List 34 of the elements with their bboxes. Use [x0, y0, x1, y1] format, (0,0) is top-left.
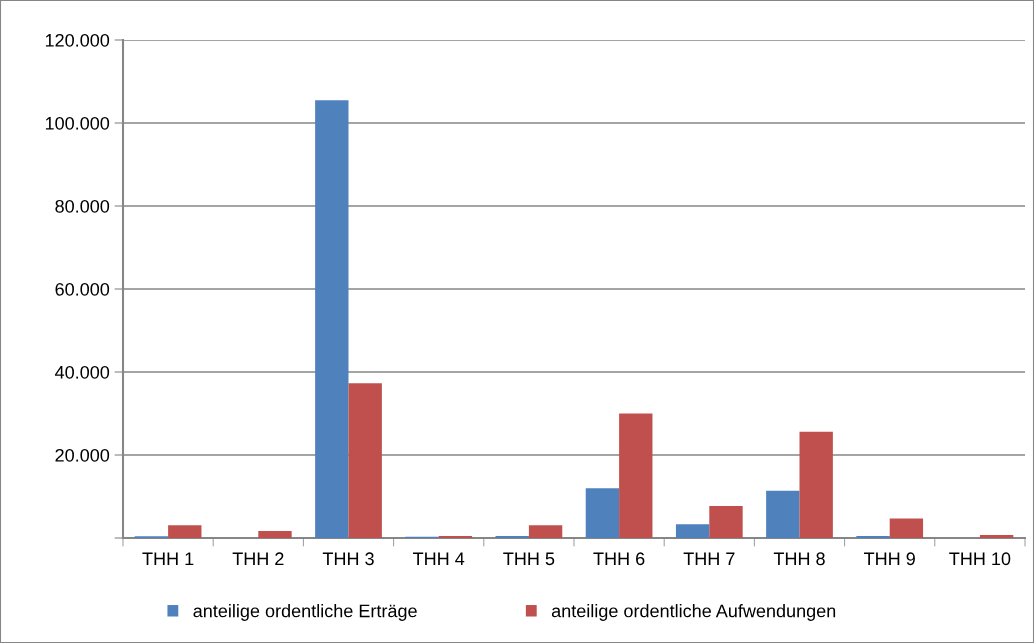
x-tick-label: THH 7: [683, 552, 735, 565]
bar: [766, 490, 800, 538]
x-tick-label: THH 6: [593, 552, 645, 566]
x-tick-label: THH 9: [864, 552, 915, 566]
bar: [585, 488, 620, 538]
y-tick-label: 100.000: [45, 116, 110, 130]
x-tick-label: THH 10: [949, 552, 1011, 566]
y-tick-label: 40.000: [55, 365, 110, 379]
bar: [856, 535, 890, 538]
bar: [979, 535, 1014, 538]
y-tick-label: 80.000: [55, 199, 110, 213]
legend-label: anteilige ordentliche Erträge: [193, 604, 417, 621]
bar: [619, 413, 653, 538]
bar: [709, 506, 743, 538]
bar: [889, 518, 924, 538]
legend-label: anteilige ordentliche Aufwendungen: [551, 604, 836, 621]
x-tick-label: THH 3: [322, 552, 374, 566]
bar: [438, 535, 473, 538]
x-tick-label: THH 5: [503, 552, 555, 566]
bar: [348, 383, 382, 538]
bar: [528, 525, 563, 538]
bar: [495, 535, 529, 538]
y-tick-label: 120.000: [45, 33, 110, 47]
x-tick-label: THH 1: [142, 552, 194, 565]
x-tick-label: THH 4: [413, 552, 465, 565]
bar: [675, 524, 710, 538]
bar: [168, 525, 202, 538]
y-tick-label: 60.000: [55, 282, 110, 296]
bar: [799, 431, 833, 538]
x-tick-label: THH 8: [773, 552, 825, 566]
x-tick-label: THH 2: [232, 552, 284, 565]
bar: [258, 530, 292, 538]
bar: [315, 100, 349, 538]
y-tick-label: 20.000: [55, 448, 110, 462]
